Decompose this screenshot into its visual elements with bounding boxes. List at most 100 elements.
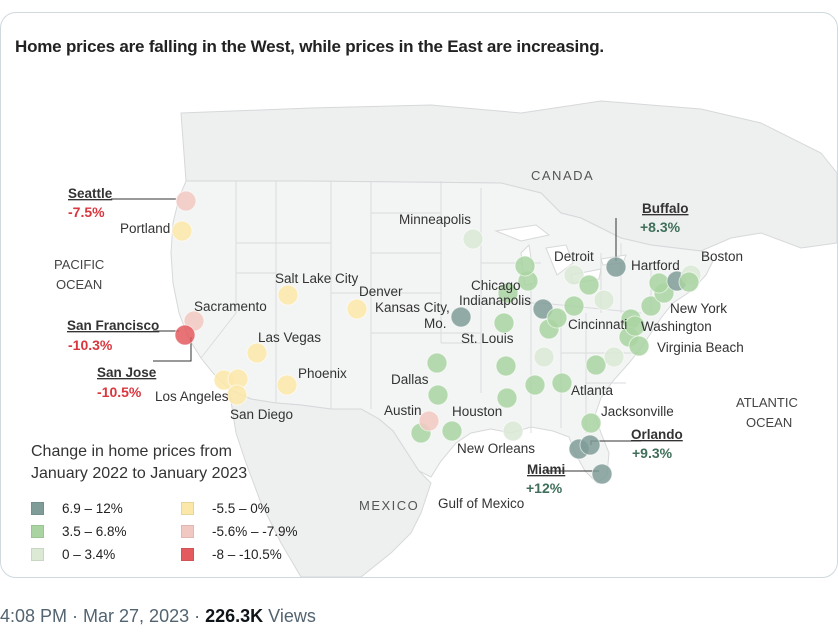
seattle-value: -7.5% bbox=[68, 204, 105, 220]
legend-item-4: 0 – 3.4% bbox=[31, 545, 181, 564]
city-marker-48 bbox=[648, 272, 670, 294]
city-markers bbox=[171, 190, 702, 485]
buffalo-value: +8.3% bbox=[640, 219, 681, 235]
san-francisco-value: -10.3% bbox=[68, 337, 113, 353]
legend-label: 0 – 3.4% bbox=[62, 547, 116, 562]
city-marker-7 bbox=[226, 384, 248, 406]
city-marker-41 bbox=[605, 256, 627, 278]
legend-items: 6.9 – 12% -5.5 – 0% 3.5 – 6.8% -5.6% – -7.9… bbox=[31, 499, 331, 564]
city-boston: Boston bbox=[701, 249, 743, 264]
city-marker-11 bbox=[462, 228, 484, 250]
city-marker-51 bbox=[678, 271, 700, 293]
legend-swatch bbox=[181, 525, 194, 538]
city-sacramento: Sacramento bbox=[194, 299, 267, 314]
city-marker-37 bbox=[580, 412, 602, 434]
tweet-footer: 4:08 PM · Mar 27, 2023 · 226.3K Views bbox=[0, 606, 316, 627]
label-canada: CANADA bbox=[531, 168, 594, 183]
mexico-land bbox=[228, 388, 432, 577]
city-phoenix: Phoenix bbox=[298, 366, 347, 381]
city-austin: Austin bbox=[384, 403, 422, 418]
city-marker-33 bbox=[551, 372, 573, 394]
city-kansas-city-1: Kansas City, bbox=[375, 300, 450, 315]
legend-item-5: -8 – -10.5% bbox=[181, 545, 331, 564]
city-detroit: Detroit bbox=[554, 249, 594, 264]
city-marker-21 bbox=[495, 355, 517, 377]
legend-item-0: 6.9 – 12% bbox=[31, 499, 181, 518]
legend-label: -5.6% – -7.9% bbox=[212, 524, 298, 539]
us-map: CANADA MEXICO Gulf of Mexico PACIFIC OCE… bbox=[54, 100, 837, 577]
basemap bbox=[170, 100, 837, 577]
city-marker-17 bbox=[418, 410, 440, 432]
legend-label: 3.5 – 6.8% bbox=[62, 524, 127, 539]
city-marker-28 bbox=[563, 295, 585, 317]
city-marker-0 bbox=[175, 190, 197, 212]
city-indianapolis: Indianapolis bbox=[459, 293, 531, 308]
legend-item-2: 3.5 – 6.8% bbox=[31, 522, 181, 541]
city-marker-30 bbox=[578, 274, 600, 296]
city-labels: Portland Sacramento Las Vegas Los Angele… bbox=[120, 212, 744, 456]
highlighted-cities: Seattle -7.5% San Francisco -10.3% San J… bbox=[67, 186, 689, 496]
city-cincinnati: Cincinnati bbox=[568, 317, 627, 332]
legend-label: -5.5 – 0% bbox=[212, 501, 270, 516]
legend-swatch bbox=[31, 502, 44, 515]
city-marker-18 bbox=[502, 420, 524, 442]
city-marker-32 bbox=[524, 374, 546, 396]
tweet-media-card[interactable]: Home prices are falling in the West, whi… bbox=[0, 12, 838, 578]
legend-swatch bbox=[31, 548, 44, 561]
legend-item-1: -5.5 – 0% bbox=[181, 499, 331, 518]
city-jacksonville: Jacksonville bbox=[601, 404, 674, 419]
city-marker-16 bbox=[441, 420, 463, 442]
miami-value: +12% bbox=[526, 480, 563, 496]
city-minneapolis: Minneapolis bbox=[399, 212, 471, 227]
city-new-orleans: New Orleans bbox=[457, 441, 535, 456]
map-title: Home prices are falling in the West, whi… bbox=[15, 37, 604, 56]
city-marker-12 bbox=[450, 306, 472, 328]
seattle-name: Seattle bbox=[68, 186, 113, 201]
city-virginia-beach: Virginia Beach bbox=[657, 340, 744, 355]
views-label: Views bbox=[263, 606, 316, 626]
city-kansas-city-2: Mo. bbox=[424, 316, 447, 331]
san-jose-value: -10.5% bbox=[97, 384, 142, 400]
label-pacific-2: OCEAN bbox=[56, 277, 102, 292]
city-marker-44 bbox=[628, 335, 650, 357]
city-marker-27 bbox=[546, 307, 568, 329]
city-marker-20 bbox=[493, 312, 515, 334]
city-dallas: Dallas bbox=[391, 372, 429, 387]
city-marker-40 bbox=[591, 463, 613, 485]
city-marker-36 bbox=[593, 289, 615, 311]
city-san-diego: San Diego bbox=[230, 407, 293, 422]
city-marker-4 bbox=[246, 342, 268, 364]
city-marker-22 bbox=[496, 387, 518, 409]
city-marker-10 bbox=[346, 298, 368, 320]
city-marker-24 bbox=[514, 255, 536, 277]
city-marker-31 bbox=[533, 346, 555, 368]
legend-swatch bbox=[181, 548, 194, 561]
legend-swatch bbox=[31, 525, 44, 538]
legend-label: 6.9 – 12% bbox=[62, 501, 123, 516]
city-las-vegas: Las Vegas bbox=[258, 330, 321, 345]
city-marker-8 bbox=[276, 374, 298, 396]
legend-title-line2: January 2022 to January 2023 bbox=[31, 465, 248, 482]
city-marker-1 bbox=[171, 220, 193, 242]
city-marker-3 bbox=[174, 324, 196, 346]
city-marker-14 bbox=[427, 384, 449, 406]
city-marker-19 bbox=[497, 282, 519, 304]
city-houston: Houston bbox=[452, 404, 502, 419]
orlando-value: +9.3% bbox=[632, 445, 673, 461]
legend-title-line1: Change in home prices from bbox=[31, 443, 232, 460]
legend-item-3: -5.6% – -7.9% bbox=[181, 522, 331, 541]
city-marker-29 bbox=[563, 264, 585, 286]
views-count: 226.3K bbox=[205, 606, 264, 626]
city-denver: Denver bbox=[359, 284, 403, 299]
city-marker-39 bbox=[579, 434, 601, 456]
city-marker-9 bbox=[277, 284, 299, 306]
city-marker-34 bbox=[585, 354, 607, 376]
city-new-york: New York bbox=[670, 301, 727, 316]
timestamp[interactable]: 4:08 PM · Mar 27, 2023 · bbox=[0, 606, 206, 626]
orlando-name: Orlando bbox=[631, 427, 683, 442]
city-atlanta: Atlanta bbox=[571, 383, 614, 398]
city-hartford: Hartford bbox=[631, 258, 680, 273]
city-chicago: Chicago bbox=[471, 278, 521, 293]
label-gulf-of-mexico: Gulf of Mexico bbox=[438, 496, 524, 511]
city-marker-35 bbox=[603, 346, 625, 368]
